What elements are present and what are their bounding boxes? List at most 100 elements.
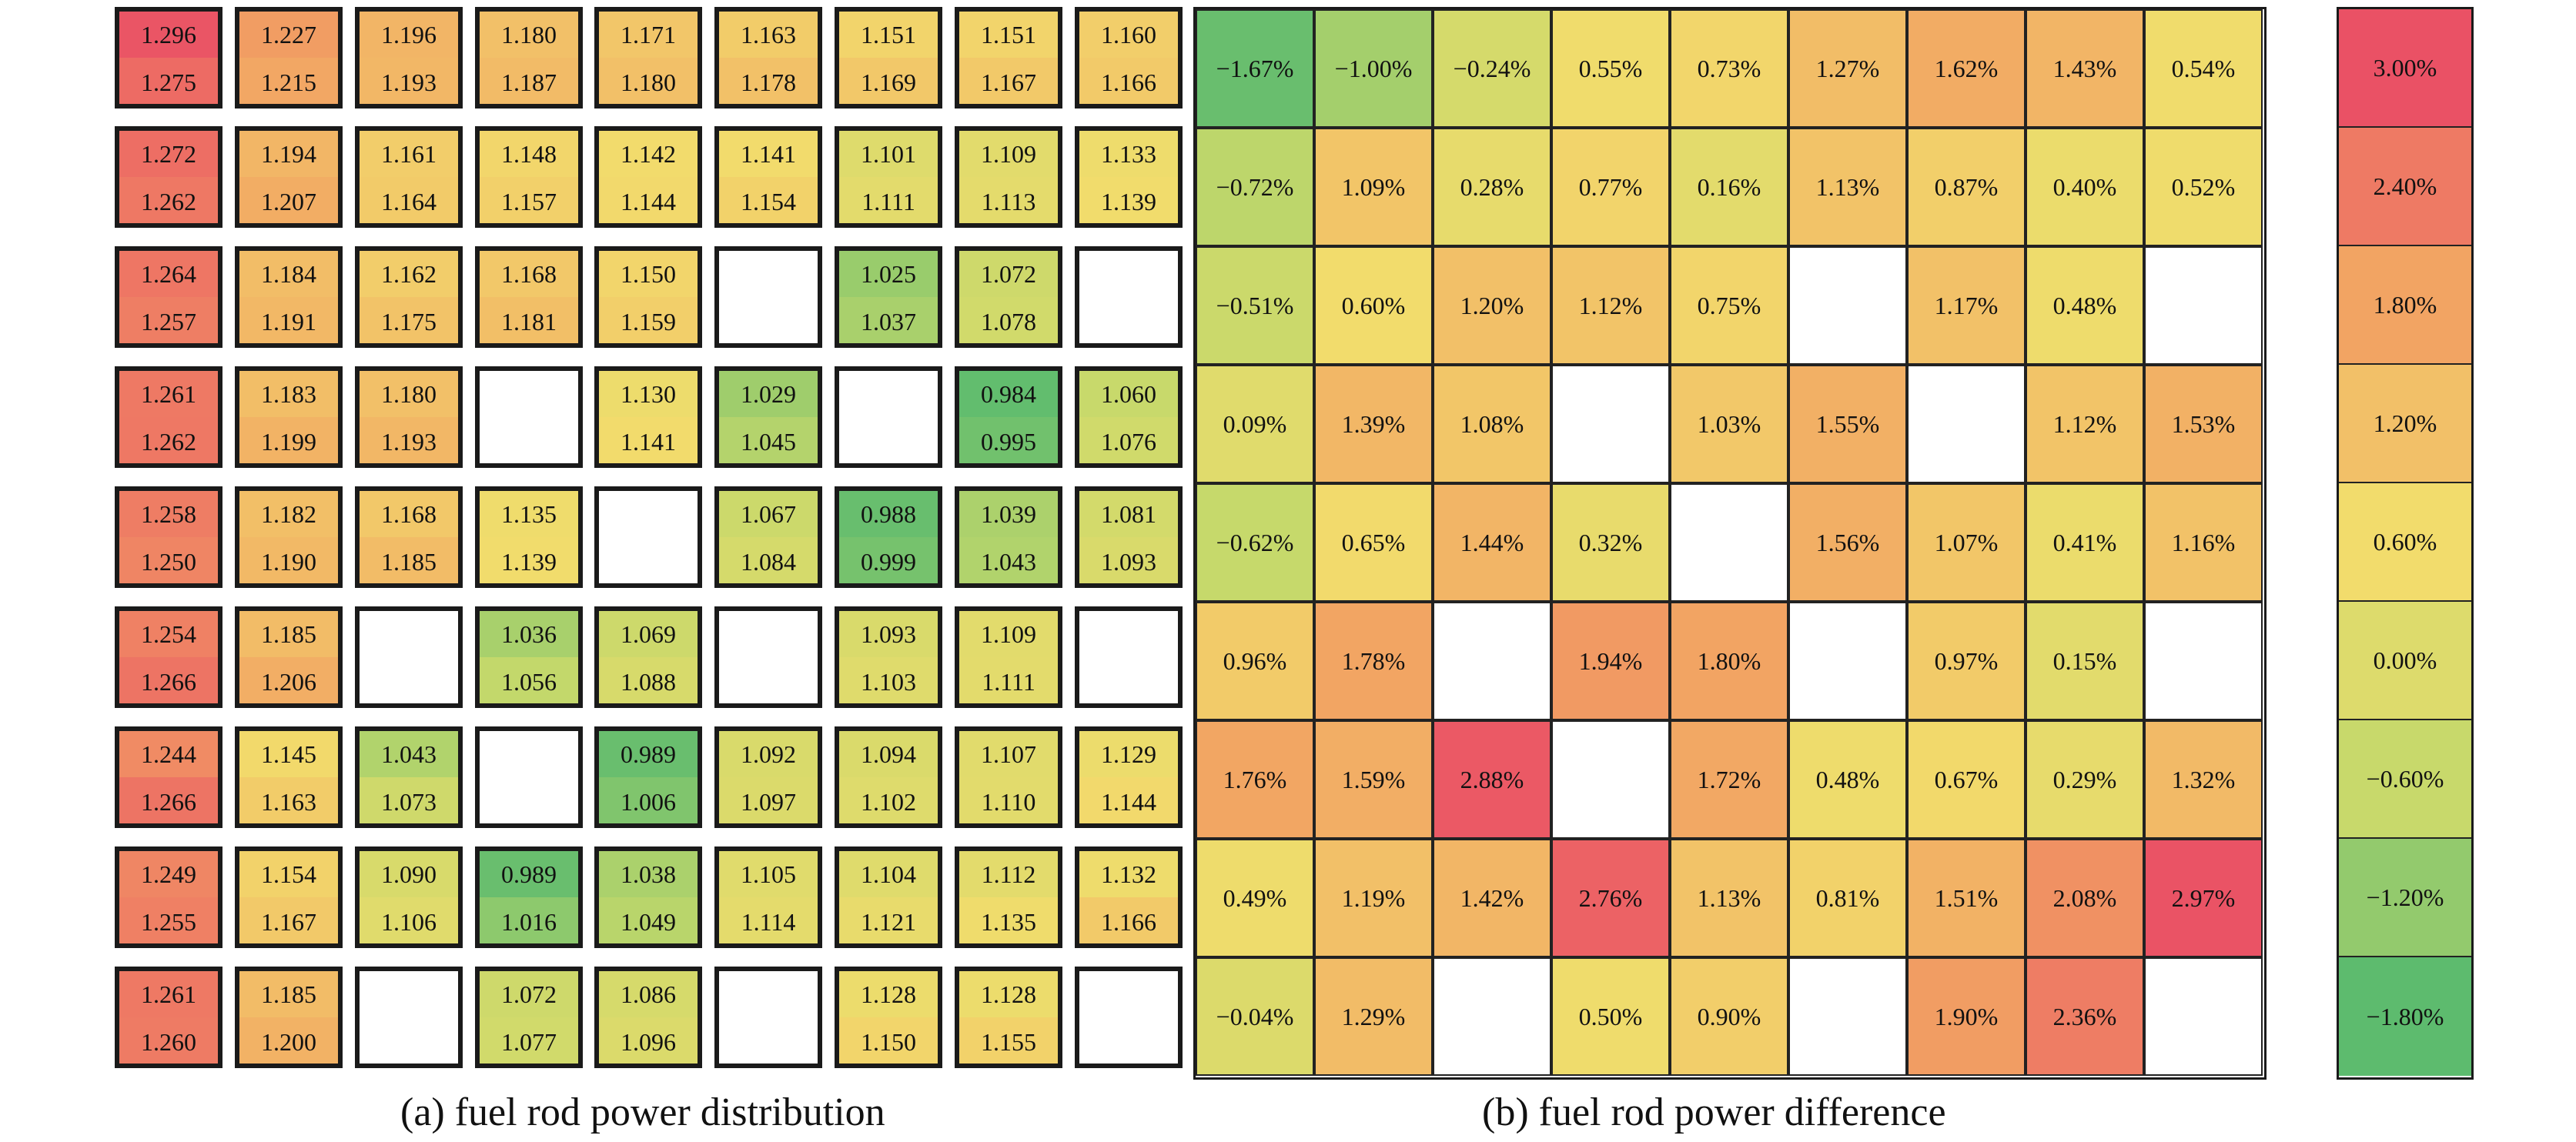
difference-cell: 0.81% bbox=[1788, 839, 1907, 957]
distribution-value-reference: 1.090 bbox=[381, 860, 437, 888]
difference-cell: 0.65% bbox=[1314, 483, 1433, 602]
distribution-value-calculated: 1.266 bbox=[141, 788, 196, 816]
distribution-cell: 1.227 1.215 bbox=[235, 7, 343, 109]
distribution-cell: 1.185 1.206 bbox=[235, 606, 343, 708]
distribution-value-reference: 1.145 bbox=[261, 740, 316, 768]
distribution-value-reference: 1.129 bbox=[1101, 740, 1156, 768]
distribution-value-calculated: 1.167 bbox=[261, 908, 316, 936]
distribution-cell: 1.060 1.076 bbox=[1075, 366, 1183, 468]
distribution-value-reference: 1.180 bbox=[501, 21, 557, 48]
distribution-value-calculated: 1.262 bbox=[141, 188, 196, 215]
distribution-value-reference: 0.984 bbox=[981, 380, 1036, 408]
difference-cell bbox=[1788, 602, 1907, 720]
difference-cell: 0.87% bbox=[1907, 128, 2026, 246]
difference-cell: 0.40% bbox=[2026, 128, 2144, 246]
distribution-cell: 1.168 1.185 bbox=[355, 486, 463, 588]
distribution-cell: 1.130 1.141 bbox=[594, 366, 702, 468]
distribution-cell: 1.072 1.077 bbox=[475, 967, 583, 1068]
distribution-cell bbox=[1075, 606, 1183, 708]
distribution-value-reference: 1.128 bbox=[861, 980, 916, 1008]
distribution-value-reference: 1.128 bbox=[981, 980, 1036, 1008]
distribution-value-calculated: 1.193 bbox=[381, 428, 437, 456]
difference-cell: 0.60% bbox=[1314, 246, 1433, 365]
distribution-cell: 1.183 1.199 bbox=[235, 366, 343, 468]
difference-cell: 2.97% bbox=[2144, 839, 2263, 957]
legend-swatch: 3.00% bbox=[2339, 9, 2471, 128]
distribution-value-reference: 1.092 bbox=[741, 740, 796, 768]
difference-cell: 1.80% bbox=[1670, 602, 1788, 720]
difference-cell: 1.09% bbox=[1314, 128, 1433, 246]
difference-cell: 1.51% bbox=[1907, 839, 2026, 957]
distribution-cell: 1.029 1.045 bbox=[714, 366, 822, 468]
distribution-cell: 1.168 1.181 bbox=[475, 246, 583, 348]
difference-cell: 1.12% bbox=[2026, 365, 2144, 483]
distribution-value-reference: 1.132 bbox=[1101, 860, 1156, 888]
distribution-cell: 0.989 1.016 bbox=[475, 846, 583, 948]
distribution-cell: 1.129 1.144 bbox=[1075, 726, 1183, 828]
distribution-cell: 1.104 1.121 bbox=[835, 846, 942, 948]
distribution-cell: 1.145 1.163 bbox=[235, 726, 343, 828]
distribution-cell: 1.072 1.078 bbox=[955, 246, 1062, 348]
difference-cell bbox=[1433, 957, 1551, 1076]
distribution-cell: 1.264 1.257 bbox=[115, 246, 222, 348]
difference-cell bbox=[1670, 483, 1788, 602]
distribution-value-reference: 1.094 bbox=[861, 740, 916, 768]
distribution-cell: 1.258 1.250 bbox=[115, 486, 222, 588]
distribution-value-reference: 1.112 bbox=[981, 860, 1036, 888]
distribution-value-reference: 1.185 bbox=[261, 620, 316, 648]
distribution-value-reference: 1.135 bbox=[501, 500, 557, 528]
difference-cell: 0.48% bbox=[2026, 246, 2144, 365]
difference-cell: 1.19% bbox=[1314, 839, 1433, 957]
distribution-value-calculated: 1.056 bbox=[501, 668, 557, 696]
distribution-cell: 1.133 1.139 bbox=[1075, 126, 1183, 228]
distribution-value-calculated: 1.150 bbox=[861, 1028, 916, 1056]
power-difference-grid: −1.67% −1.00% −0.24% 0.55% 0.73% 1.27% 1.62% 1.… bbox=[1193, 7, 2267, 1080]
distribution-value-reference: 1.148 bbox=[501, 140, 557, 168]
distribution-cell: 1.141 1.154 bbox=[714, 126, 822, 228]
difference-cell bbox=[2144, 602, 2263, 720]
distribution-value-reference: 1.133 bbox=[1101, 140, 1156, 168]
distribution-value-reference: 1.160 bbox=[1101, 21, 1156, 48]
difference-cell: 1.55% bbox=[1788, 365, 1907, 483]
distribution-value-reference: 1.151 bbox=[861, 21, 916, 48]
distribution-value-reference: 1.109 bbox=[981, 140, 1036, 168]
difference-cell: 2.08% bbox=[2026, 839, 2144, 957]
distribution-value-reference: 0.988 bbox=[861, 500, 916, 528]
distribution-value-reference: 1.025 bbox=[861, 260, 916, 288]
distribution-value-reference: 1.244 bbox=[141, 740, 196, 768]
distribution-cell: 1.101 1.111 bbox=[835, 126, 942, 228]
difference-cell bbox=[1788, 957, 1907, 1076]
difference-cell: 0.97% bbox=[1907, 602, 2026, 720]
distribution-value-reference: 1.182 bbox=[261, 500, 316, 528]
distribution-value-reference: 1.069 bbox=[621, 620, 676, 648]
distribution-value-calculated: 1.102 bbox=[861, 788, 916, 816]
difference-cell: 0.75% bbox=[1670, 246, 1788, 365]
distribution-value-calculated: 1.206 bbox=[261, 668, 316, 696]
distribution-value-calculated: 1.157 bbox=[501, 188, 557, 215]
distribution-cell: 1.151 1.167 bbox=[955, 7, 1062, 109]
distribution-value-calculated: 1.093 bbox=[1101, 548, 1156, 576]
difference-cell: 0.28% bbox=[1433, 128, 1551, 246]
difference-cell: 0.52% bbox=[2144, 128, 2263, 246]
distribution-value-calculated: 0.999 bbox=[861, 548, 916, 576]
difference-cell: 2.88% bbox=[1433, 720, 1551, 839]
difference-cell: 0.90% bbox=[1670, 957, 1788, 1076]
caption-difference: (b) fuel rod power difference bbox=[1482, 1090, 1946, 1134]
distribution-value-reference: 1.185 bbox=[261, 980, 316, 1008]
distribution-value-calculated: 1.187 bbox=[501, 68, 557, 96]
distribution-cell: 1.092 1.097 bbox=[714, 726, 822, 828]
difference-cell: 1.27% bbox=[1788, 9, 1907, 128]
distribution-value-calculated: 1.169 bbox=[861, 68, 916, 96]
difference-cell: 0.29% bbox=[2026, 720, 2144, 839]
difference-cell: 1.72% bbox=[1670, 720, 1788, 839]
difference-cell bbox=[2144, 957, 2263, 1076]
difference-cell: 1.76% bbox=[1196, 720, 1314, 839]
distribution-value-calculated: 1.139 bbox=[1101, 188, 1156, 215]
distribution-value-reference: 1.043 bbox=[381, 740, 437, 768]
difference-cell: 0.54% bbox=[2144, 9, 2263, 128]
difference-cell: 0.32% bbox=[1551, 483, 1670, 602]
color-scale-legend: 3.00% 2.40% 1.80% 1.20% 0.60% 0.00% −0.60% −1.2… bbox=[2337, 7, 2474, 1080]
distribution-value-calculated: 1.207 bbox=[261, 188, 316, 215]
distribution-cell bbox=[355, 606, 463, 708]
distribution-value-reference: 1.184 bbox=[261, 260, 316, 288]
